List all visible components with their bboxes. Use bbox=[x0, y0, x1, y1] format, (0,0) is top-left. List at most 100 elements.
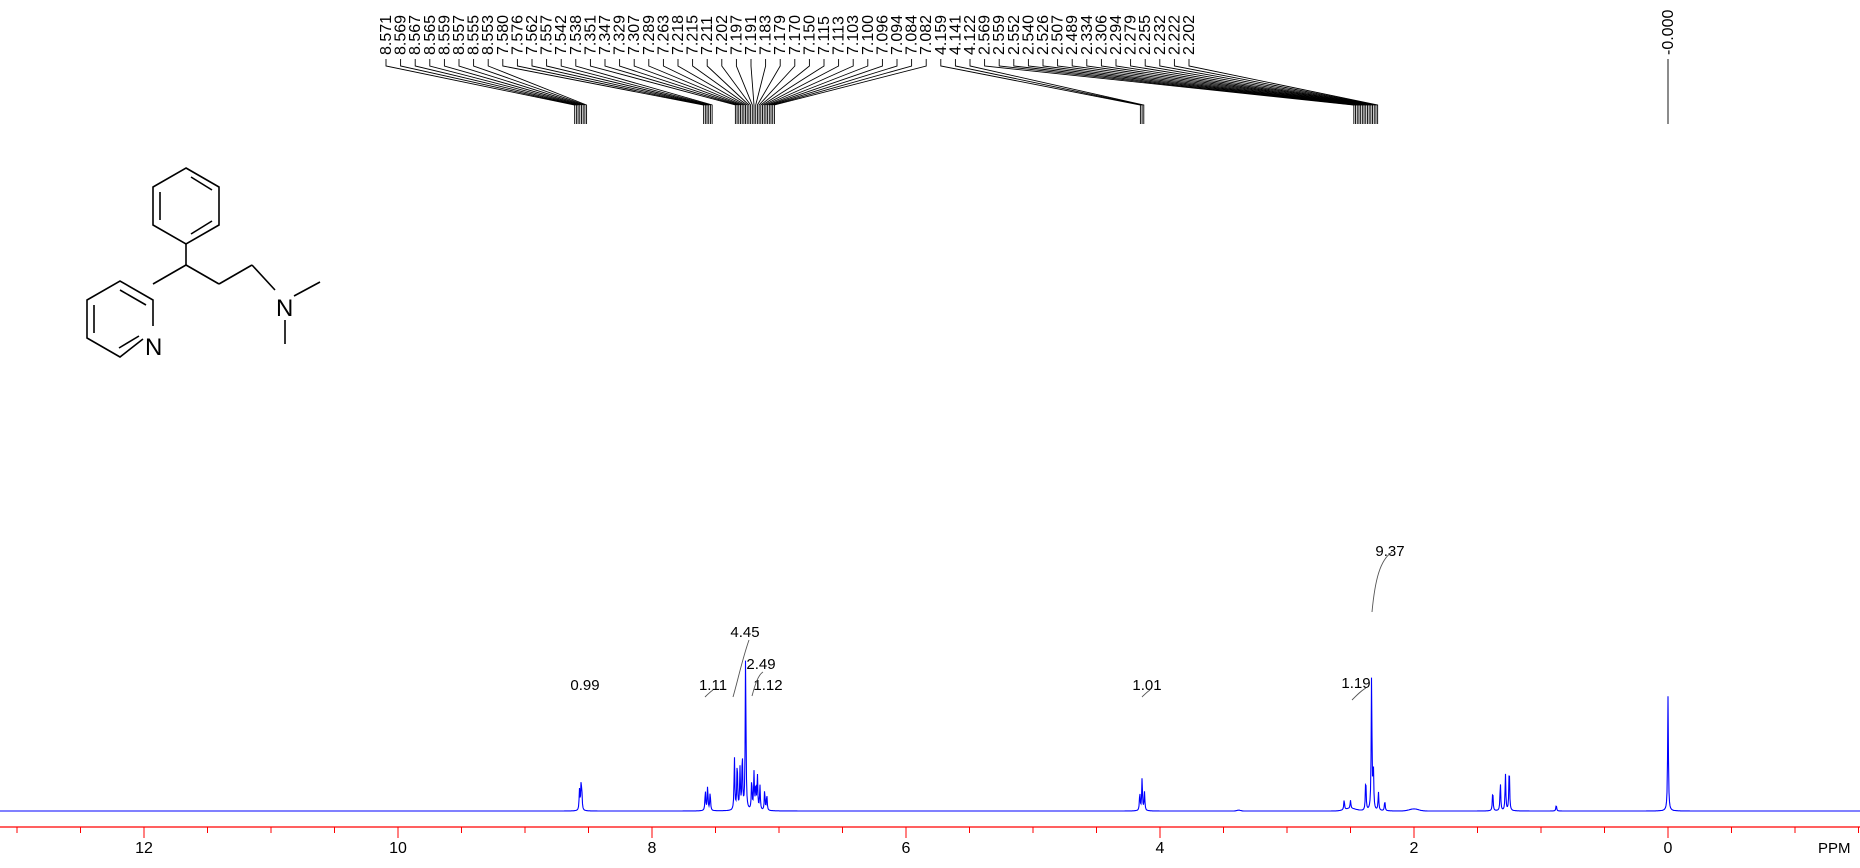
peak-shift-label: -0.000 bbox=[1660, 10, 1677, 55]
peak-connector-line bbox=[633, 59, 741, 124]
peak-shift-label: 7.211 bbox=[699, 16, 716, 55]
x-axis-tick-label: 12 bbox=[135, 840, 153, 857]
peak-connector-line bbox=[984, 59, 1355, 124]
peak-connector-line bbox=[502, 59, 705, 124]
peak-connector-line bbox=[546, 59, 710, 124]
peak-shift-label: 7.179 bbox=[772, 15, 789, 55]
x-axis-unit-label: PPM bbox=[1818, 840, 1851, 857]
nitrogen-atom-pyridine: N bbox=[145, 334, 162, 361]
peak-shift-label: 7.082 bbox=[918, 15, 935, 55]
peak-connector-line bbox=[619, 59, 740, 124]
bond bbox=[293, 281, 321, 297]
peak-shift-label: 2.255 bbox=[1137, 15, 1154, 55]
peak-connector-line bbox=[575, 59, 713, 124]
peak-connector-line bbox=[662, 59, 745, 124]
integral-value-label: 4.45 bbox=[730, 624, 759, 641]
peak-connector-line bbox=[1100, 59, 1368, 124]
x-axis: 12 10 8 6 4 2 0 bbox=[0, 826, 1860, 857]
peak-shift-label: 4.159 bbox=[933, 15, 950, 55]
peak-shift-label: 2.569 bbox=[977, 15, 994, 55]
peak-connector-line bbox=[516, 59, 706, 124]
peak-shift-label: 7.197 bbox=[728, 15, 745, 55]
integral-value-label: 9.37 bbox=[1375, 543, 1404, 560]
integral-curve bbox=[1141, 689, 1151, 698]
peak-connector-line bbox=[735, 59, 753, 124]
integral-curve bbox=[1351, 687, 1367, 701]
peak-connector-line bbox=[767, 59, 869, 124]
peak-connector-line bbox=[1057, 59, 1363, 124]
peak-shift-label: 7.557 bbox=[539, 15, 556, 55]
peak-connector-line bbox=[473, 59, 586, 124]
peak-connector-line bbox=[763, 59, 840, 124]
peak-connector-line bbox=[589, 59, 736, 124]
peak-shift-label: 7.202 bbox=[714, 15, 731, 55]
x-axis-tick-label: 0 bbox=[1664, 840, 1673, 857]
peak-connector-line bbox=[385, 59, 576, 124]
molecule-structure bbox=[86, 167, 321, 358]
bond bbox=[185, 264, 220, 285]
peak-connector-line bbox=[755, 59, 767, 124]
peak-shift-label: 2.222 bbox=[1166, 15, 1183, 55]
peak-connector-line bbox=[648, 59, 743, 124]
peak-shift-label: 7.538 bbox=[568, 15, 585, 55]
integral-value-label: 2.49 bbox=[746, 656, 775, 673]
peak-shift-label: 8.571 bbox=[378, 15, 395, 55]
peak-shift-label: 2.294 bbox=[1108, 15, 1125, 55]
peak-connector-line bbox=[677, 59, 746, 124]
peak-connector-line bbox=[1071, 59, 1365, 124]
x-axis-tick-label: 8 bbox=[648, 840, 657, 857]
bond bbox=[218, 264, 253, 285]
peak-shift-label: 7.170 bbox=[787, 15, 804, 55]
peak-connector-line bbox=[1188, 59, 1379, 124]
peak-connector-line bbox=[760, 59, 810, 124]
x-axis-tick-label: 4 bbox=[1156, 840, 1165, 857]
peak-shift-label: 7.562 bbox=[524, 15, 541, 55]
phenyl-double-bond bbox=[190, 220, 213, 235]
peak-shift-label: 8.559 bbox=[436, 15, 453, 55]
peak-connector-line bbox=[400, 59, 577, 124]
peak-connector-line bbox=[762, 59, 825, 124]
phenyl-ring bbox=[152, 167, 220, 245]
peak-shift-label: 7.576 bbox=[509, 15, 526, 55]
peak-shift-label: 8.555 bbox=[466, 15, 483, 55]
pyridine-ring bbox=[86, 280, 154, 358]
peak-connector-line bbox=[692, 59, 748, 124]
peak-connector-line bbox=[998, 59, 1356, 124]
peak-connector-line bbox=[773, 59, 927, 124]
spectrum-trace bbox=[0, 660, 1860, 812]
peak-shift-label: 7.329 bbox=[612, 15, 629, 55]
peak-connector-line bbox=[1086, 59, 1367, 124]
peak-shift-label: 7.351 bbox=[582, 15, 599, 55]
integral-curve bbox=[704, 689, 714, 698]
peak-shift-label: 2.507 bbox=[1050, 15, 1067, 55]
peak-shift-label: 2.526 bbox=[1035, 15, 1052, 55]
peak-shift-label: 8.557 bbox=[451, 15, 468, 55]
peak-shift-label: 7.263 bbox=[655, 15, 672, 55]
integral-value-label: 1.12 bbox=[753, 677, 782, 694]
peak-connector-line bbox=[706, 59, 750, 124]
peak-shift-label: 2.334 bbox=[1079, 15, 1096, 55]
peak-shift-label: 7.150 bbox=[801, 15, 818, 55]
peak-shift-label: 7.289 bbox=[641, 15, 658, 55]
peak-shift-label: 7.191 bbox=[743, 15, 760, 55]
peak-connector-line bbox=[1042, 59, 1362, 124]
peak-shift-label: 7.096 bbox=[874, 15, 891, 55]
peak-shift-label: 7.084 bbox=[904, 15, 921, 55]
peak-shift-label: 7.580 bbox=[495, 15, 512, 55]
peak-connector-line bbox=[1144, 59, 1373, 124]
peak-connector-line bbox=[560, 59, 711, 124]
peak-shift-label: 8.567 bbox=[407, 15, 424, 55]
x-axis-tick-label: 6 bbox=[902, 840, 911, 857]
peak-connector-line bbox=[1173, 59, 1377, 124]
peak-connector-line bbox=[414, 59, 579, 124]
peak-connector-line bbox=[770, 59, 898, 124]
peak-shift-label: 2.552 bbox=[1006, 15, 1023, 55]
peak-shift-label: 7.218 bbox=[670, 15, 687, 55]
peak-shift-label: 7.307 bbox=[626, 15, 643, 55]
peak-shift-label: 7.347 bbox=[597, 15, 614, 55]
integral-value-label: 1.01 bbox=[1132, 677, 1161, 694]
peak-shift-label: 8.565 bbox=[422, 15, 439, 55]
integral-value-label: 1.19 bbox=[1341, 675, 1370, 692]
peak-shift-label: 7.542 bbox=[553, 15, 570, 55]
